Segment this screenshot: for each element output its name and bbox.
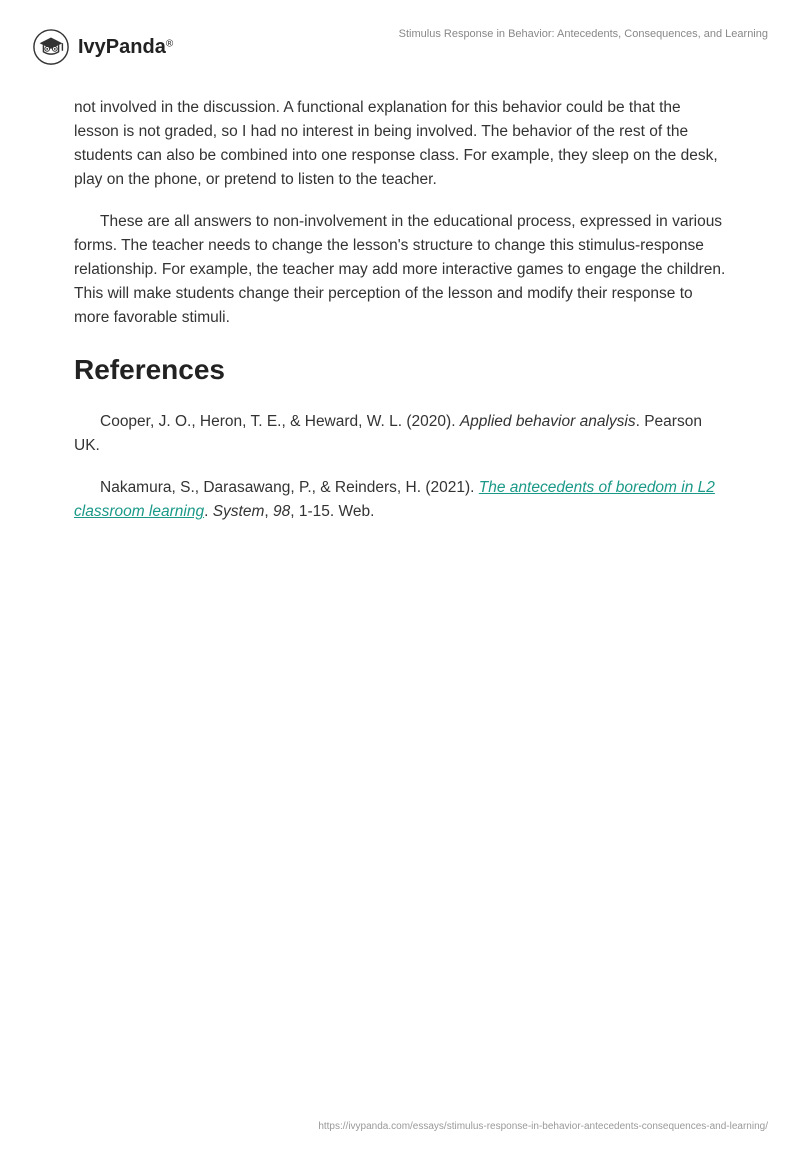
- main-content: not involved in the discussion. A functi…: [0, 66, 800, 524]
- logo-registered-mark: ®: [166, 38, 173, 49]
- document-title: Stimulus Response in Behavior: Anteceden…: [399, 28, 768, 40]
- logo: IvyPanda®: [32, 28, 173, 66]
- ref2-journal: System: [213, 503, 265, 520]
- ref2-comma: ,: [264, 503, 273, 520]
- logo-text: IvyPanda®: [78, 36, 173, 59]
- references-heading: References: [74, 354, 726, 386]
- graduation-cap-icon: [32, 28, 70, 66]
- ref2-volume: 98: [273, 503, 290, 520]
- reference-entry-2: Nakamura, S., Darasawang, P., & Reinders…: [74, 476, 726, 524]
- page-header: IvyPanda® Stimulus Response in Behavior:…: [0, 0, 800, 66]
- body-paragraph-1: not involved in the discussion. A functi…: [74, 96, 726, 192]
- ref2-rest: , 1-15. Web.: [290, 503, 374, 520]
- body-paragraph-2: These are all answers to non-involvement…: [74, 210, 726, 330]
- ref1-title: Applied behavior analysis: [460, 413, 636, 430]
- ref1-authors: Cooper, J. O., Heron, T. E., & Heward, W…: [100, 413, 460, 430]
- footer-url: https://ivypanda.com/essays/stimulus-res…: [318, 1121, 768, 1132]
- ref2-authors: Nakamura, S., Darasawang, P., & Reinders…: [100, 479, 479, 496]
- logo-brand-name: IvyPanda: [78, 36, 166, 58]
- reference-entry-1: Cooper, J. O., Heron, T. E., & Heward, W…: [74, 410, 726, 458]
- ref2-after-link: .: [204, 503, 213, 520]
